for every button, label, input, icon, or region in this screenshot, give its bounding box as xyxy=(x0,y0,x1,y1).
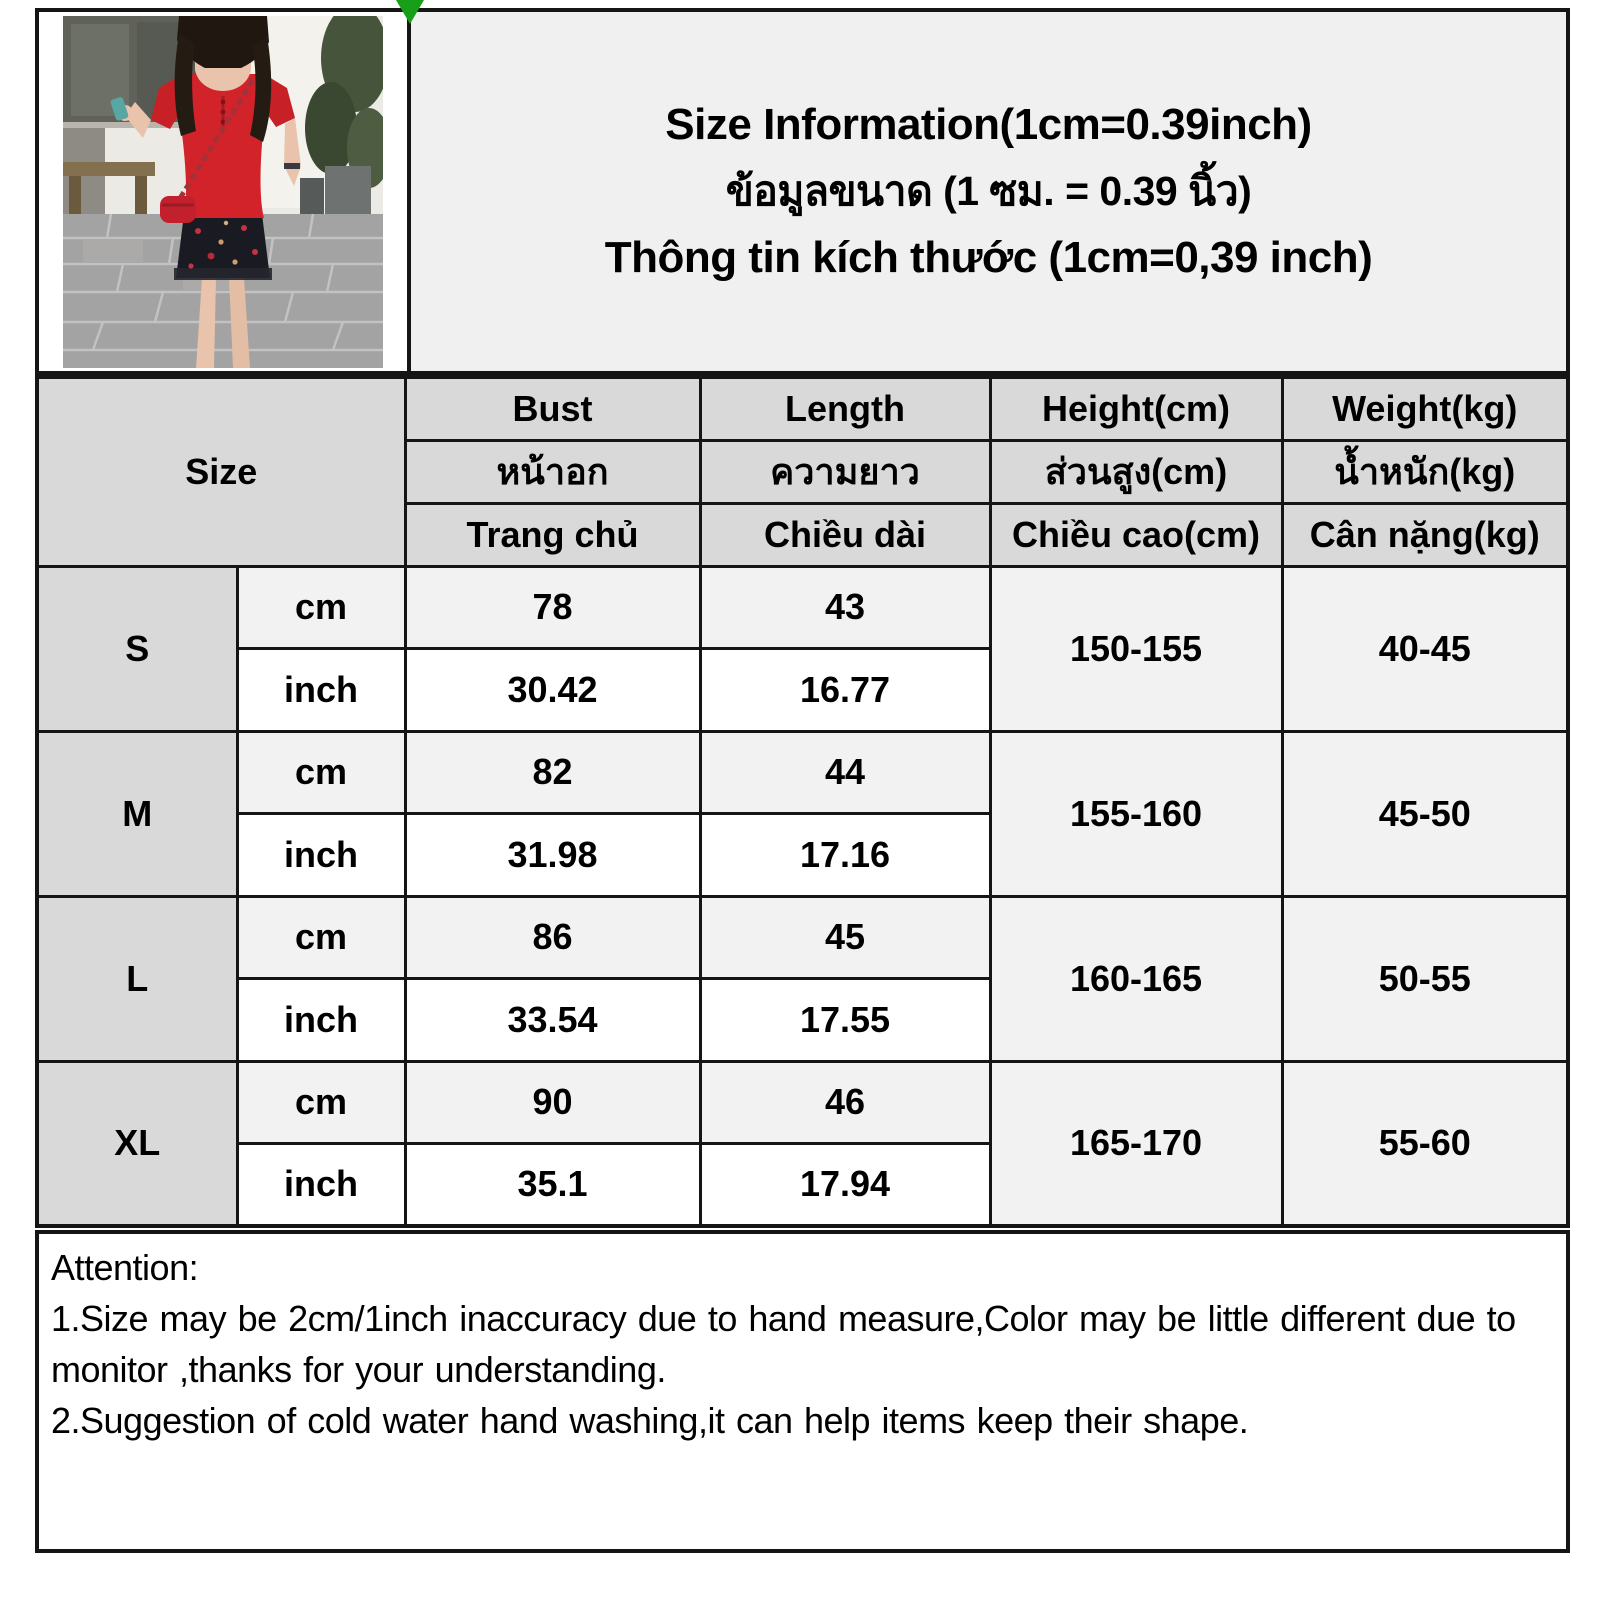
cell-bust-cm: 90 xyxy=(403,1059,702,1145)
col-header-height-th: ส่วนสูง(cm) xyxy=(988,438,1284,505)
col-header-weight-vi: Cân nặng(kg) xyxy=(1280,501,1570,568)
cell-length-inch: 16.77 xyxy=(698,646,992,733)
cell-weight-range: 45-50 xyxy=(1280,729,1570,898)
col-header-bust-en: Bust xyxy=(403,375,702,442)
cell-length-inch: 17.94 xyxy=(698,1141,992,1228)
col-header-height-vi: Chiều cao(cm) xyxy=(988,501,1284,568)
col-header-weight-th: น้ำหนัก(kg) xyxy=(1280,438,1570,505)
cell-bust-cm: 86 xyxy=(403,894,702,980)
attention-note-1: 1.Size may be 2cm/1inch inaccuracy due t… xyxy=(51,1298,1516,1391)
cell-bust-inch: 30.42 xyxy=(403,646,702,733)
attention-section: Attention: 1.Size may be 2cm/1inch inacc… xyxy=(35,1230,1570,1553)
product-photo xyxy=(63,15,383,368)
unit-label-cm: cm xyxy=(235,1059,407,1145)
title-english: Size Information(1cm=0.39inch) xyxy=(665,99,1312,149)
cell-weight-range: 55-60 xyxy=(1280,1059,1570,1228)
unit-label-inch: inch xyxy=(235,1141,407,1228)
cell-length-cm: 45 xyxy=(698,894,992,980)
size-row-label: L xyxy=(35,894,239,1063)
col-header-length-th: ความยาว xyxy=(698,438,992,505)
cell-bust-inch: 33.54 xyxy=(403,976,702,1063)
size-row-label: S xyxy=(35,564,239,733)
attention-note-2: 2.Suggestion of cold water hand washing,… xyxy=(51,1400,1249,1442)
size-row-label: XL xyxy=(35,1059,239,1228)
cell-bust-inch: 31.98 xyxy=(403,811,702,898)
cell-height-range: 160-165 xyxy=(988,894,1284,1063)
col-header-length-vi: Chiều dài xyxy=(698,501,992,568)
cell-bust-inch: 35.1 xyxy=(403,1141,702,1228)
size-table: Size Bust Length Height(cm) Weight(kg) ห… xyxy=(35,375,1570,1228)
col-header-bust-th: หน้าอก xyxy=(403,438,702,505)
unit-label-inch: inch xyxy=(235,976,407,1063)
col-header-length-en: Length xyxy=(698,375,992,442)
cell-height-range: 165-170 xyxy=(988,1059,1284,1228)
title-vietnamese: Thông tin kích thước (1cm=0,39 inch) xyxy=(604,233,1373,283)
unit-label-cm: cm xyxy=(235,894,407,980)
cell-length-inch: 17.55 xyxy=(698,976,992,1063)
col-header-bust-vi: Trang chủ xyxy=(403,501,702,568)
cell-length-cm: 46 xyxy=(698,1059,992,1145)
cell-bust-cm: 78 xyxy=(403,564,702,650)
unit-label-inch: inch xyxy=(235,646,407,733)
green-corner-mark xyxy=(396,0,424,24)
content-frame: Size Information(1cm=0.39inch) ข้อมูลขนา… xyxy=(35,0,1570,1553)
cell-bust-cm: 82 xyxy=(403,729,702,815)
size-column-header: Size xyxy=(35,375,407,568)
cell-height-range: 150-155 xyxy=(988,564,1284,733)
cell-weight-range: 40-45 xyxy=(1280,564,1570,733)
attention-heading: Attention: xyxy=(51,1247,199,1288)
top-section: Size Information(1cm=0.39inch) ข้อมูลขนา… xyxy=(35,8,1570,375)
cell-length-cm: 44 xyxy=(698,729,992,815)
unit-label-inch: inch xyxy=(235,811,407,898)
unit-label-cm: cm xyxy=(235,564,407,650)
unit-label-cm: cm xyxy=(235,729,407,815)
title-thai: ข้อมูลขนาด (1 ซม. = 0.39 นิ้ว) xyxy=(725,167,1252,214)
cell-length-inch: 17.16 xyxy=(698,811,992,898)
product-photo-cell xyxy=(39,12,411,371)
cell-weight-range: 50-55 xyxy=(1280,894,1570,1063)
col-header-weight-en: Weight(kg) xyxy=(1280,375,1570,442)
cell-height-range: 155-160 xyxy=(988,729,1284,898)
cell-length-cm: 43 xyxy=(698,564,992,650)
title-block: Size Information(1cm=0.39inch) ข้อมูลขนา… xyxy=(411,12,1566,371)
size-row-label: M xyxy=(35,729,239,898)
col-header-height-en: Height(cm) xyxy=(988,375,1284,442)
